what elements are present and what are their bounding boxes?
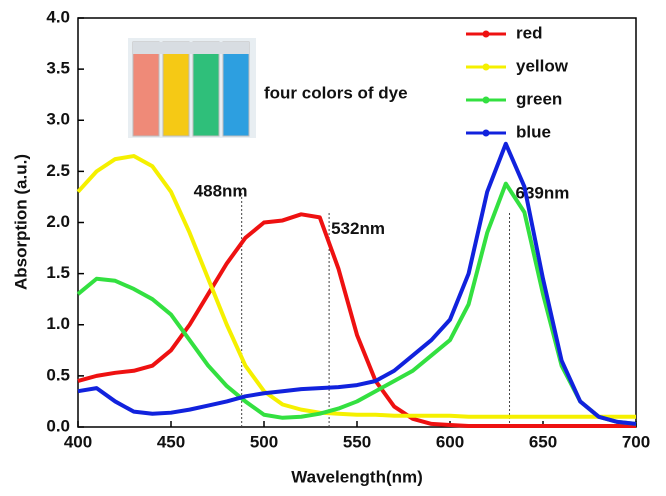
y-tick-label: 2.5	[46, 161, 70, 180]
y-tick-label: 2.0	[46, 212, 70, 231]
x-tick-label: 500	[250, 432, 278, 451]
legend-label: red	[516, 23, 542, 42]
inset-caption: four colors of dye	[264, 83, 408, 102]
inset-photo	[128, 38, 256, 138]
annotation: 532nm	[331, 219, 385, 238]
legend-marker	[483, 64, 490, 71]
y-tick-label: 0.5	[46, 365, 70, 384]
legend-marker	[483, 130, 490, 137]
legend-marker	[483, 97, 490, 104]
legend-label: yellow	[516, 56, 569, 75]
y-tick-label: 4.0	[46, 7, 70, 26]
legend-label: blue	[516, 122, 551, 141]
legend-label: green	[516, 89, 562, 108]
x-tick-label: 650	[529, 432, 557, 451]
legend-marker	[483, 31, 490, 38]
chart: four colors of dye Absorption (a.u.) Wav…	[0, 0, 666, 496]
x-axis-label: Wavelength(nm)	[291, 467, 423, 486]
x-tick-label: 400	[64, 432, 92, 451]
annotation: 488nm	[194, 181, 248, 200]
y-tick-label: 3.0	[46, 110, 70, 129]
x-tick-label: 700	[622, 432, 650, 451]
x-tick-label: 450	[157, 432, 185, 451]
y-tick-label: 3.5	[46, 59, 70, 78]
x-tick-label: 550	[343, 432, 371, 451]
y-tick-label: 1.5	[46, 263, 70, 282]
y-axis-label: Absorption (a.u.)	[11, 154, 30, 290]
y-tick-label: 1.0	[46, 314, 70, 333]
x-tick-label: 600	[436, 432, 464, 451]
